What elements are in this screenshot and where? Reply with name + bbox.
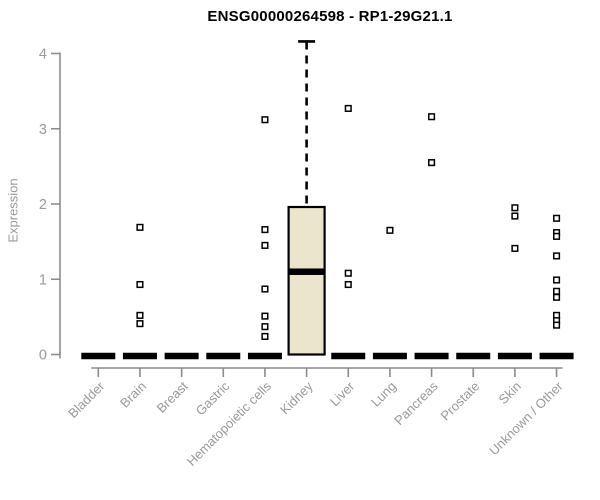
outlier-point (261, 285, 269, 293)
x-tick-label-liver: Liver (327, 378, 358, 409)
outlier-point (553, 214, 561, 222)
flat-box-bladder (81, 352, 116, 360)
outlier-point (261, 332, 269, 340)
flat-box-unknown-other (539, 352, 574, 360)
outlier-point (344, 104, 352, 112)
outlier-point (511, 212, 519, 220)
outlier-point (261, 312, 269, 320)
outlier-point (344, 269, 352, 277)
outlier-point (386, 226, 394, 234)
y-tick-label: 0 (39, 348, 47, 364)
y-tick-label: 3 (39, 122, 47, 138)
x-tick-label-bladder: Bladder (65, 378, 108, 421)
flat-box-gastric (206, 352, 241, 360)
outlier-point (136, 280, 144, 289)
flat-box-liver (331, 352, 366, 360)
y-tick-label: 2 (39, 197, 47, 213)
x-tick-label-prostate: Prostate (438, 379, 483, 424)
outlier-point (261, 241, 269, 249)
outlier-point (136, 320, 144, 328)
outlier-point (553, 321, 561, 329)
x-tick-label-pancreas: Pancreas (391, 378, 441, 428)
outlier-point (261, 226, 269, 234)
x-tick-label-brain: Brain (117, 379, 149, 411)
x-tick-label-gastric: Gastric (193, 378, 233, 418)
y-tick-label: 4 (39, 47, 47, 63)
box-kidney (287, 205, 326, 356)
outlier-point (136, 311, 144, 319)
outlier-point (553, 232, 561, 240)
outlier-point (553, 252, 561, 260)
outlier-point (553, 293, 561, 301)
outlier-point (428, 113, 436, 121)
x-tick-label-lung: Lung (368, 379, 399, 410)
flat-box-prostate (456, 352, 491, 360)
flat-box-hematopoietic-cells (247, 352, 282, 360)
x-tick-label-skin: Skin (496, 379, 524, 407)
outlier-point (553, 287, 561, 295)
x-tick-label-unknown-other: Unknown / Other (486, 378, 566, 458)
flat-box-lung (372, 352, 407, 360)
flat-box-brain (122, 352, 157, 360)
chart-title: ENSG00000264598 - RP1-29G21.1 (207, 8, 453, 25)
flat-box-pancreas (414, 352, 449, 360)
outlier-point (344, 280, 352, 289)
x-tick-label-kidney: Kidney (277, 378, 316, 417)
outlier-point (136, 223, 144, 231)
outlier-point (261, 323, 269, 331)
y-tick-label: 1 (39, 272, 47, 288)
outlier-point (511, 244, 519, 252)
outlier-point (428, 159, 436, 167)
median-line (288, 268, 325, 275)
flat-box-skin (497, 352, 532, 360)
outlier-point (553, 276, 561, 284)
x-tick-label-breast: Breast (154, 378, 191, 415)
outlier-point (261, 116, 269, 124)
flat-box-breast (164, 352, 199, 360)
outlier-point (511, 204, 519, 212)
